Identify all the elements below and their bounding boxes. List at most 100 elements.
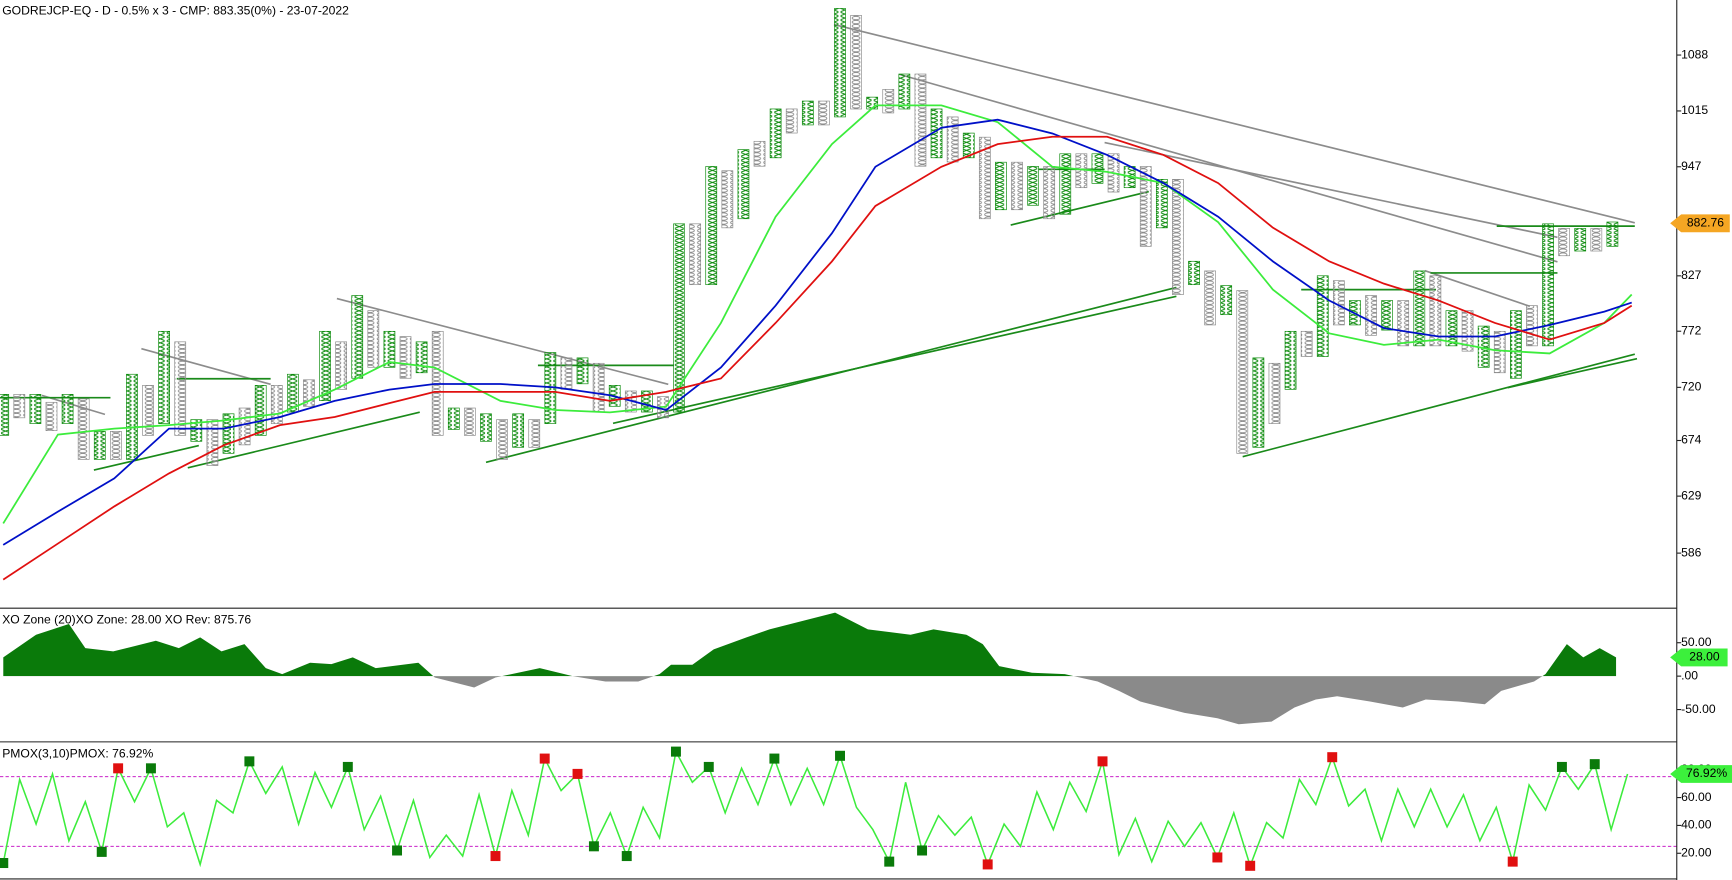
signal-marker — [145, 763, 156, 774]
o-column — [753, 140, 766, 167]
signal-marker — [884, 856, 895, 867]
y-tick-label: 720 — [1681, 380, 1701, 394]
panel-title: GODREJCP-EQ - D - 0.5% x 3 - CMP: 883.35… — [2, 3, 349, 17]
plots: GODREJCP-EQ - D - 0.5% x 3 - CMP: 883.35… — [0, 3, 1716, 871]
signal-marker — [1327, 752, 1338, 763]
o-column — [592, 362, 605, 413]
signal-marker — [1245, 860, 1256, 871]
y-tick-label: 947 — [1681, 159, 1701, 173]
panel-title: XO Zone (20)XO Zone: 28.00 XO Rev: 875.7… — [2, 613, 251, 627]
o-column — [367, 310, 380, 368]
y-tick-label: .00 — [1681, 668, 1698, 682]
signal-marker — [96, 846, 107, 857]
o-column — [464, 407, 476, 436]
x-column — [126, 373, 138, 460]
o-column — [785, 108, 798, 134]
frame — [0, 0, 1678, 880]
x-column — [1381, 300, 1393, 331]
x-column — [1155, 179, 1168, 229]
o-column — [174, 341, 187, 436]
x-column — [254, 385, 267, 436]
signal-marker — [244, 756, 255, 767]
value-tag — [1670, 648, 1728, 667]
o-column — [689, 223, 702, 286]
x-column — [1252, 357, 1265, 448]
value-tag-label: 28.00 — [1689, 650, 1720, 664]
x-column — [0, 394, 10, 436]
o-column — [1268, 362, 1281, 424]
x-column — [1188, 260, 1200, 286]
panel-area: XO Zone (20)XO Zone: 28.00 XO Rev: 875.7… — [2, 613, 1716, 725]
moving-average — [2, 104, 1633, 524]
signal-marker — [342, 761, 353, 772]
x-column — [351, 295, 364, 379]
y-tick-label: 50.00 — [1681, 635, 1712, 649]
signal-marker — [572, 768, 583, 779]
y-tick-label: -50.00 — [1681, 702, 1716, 716]
o-column — [882, 89, 895, 114]
y-tick-label: 827 — [1681, 268, 1701, 282]
x-column — [834, 8, 846, 118]
x-column — [1220, 285, 1233, 316]
x-column — [801, 100, 814, 126]
o-column — [1429, 275, 1442, 347]
o-column — [1236, 290, 1249, 454]
positive-area — [3, 612, 1617, 677]
o-column — [1526, 305, 1538, 347]
o-column — [1204, 270, 1216, 326]
x-column — [769, 108, 782, 159]
x-column — [1542, 223, 1554, 347]
o-column — [1397, 300, 1410, 347]
o-column — [1075, 153, 1088, 189]
o-column — [45, 401, 58, 431]
o-column — [77, 398, 90, 460]
signal-marker — [392, 845, 403, 856]
o-column — [1172, 179, 1184, 295]
x-column — [93, 431, 106, 460]
o-column — [335, 341, 348, 390]
o-column — [1365, 295, 1377, 336]
signal-marker — [917, 845, 928, 856]
o-column — [1590, 228, 1603, 252]
x-column — [1509, 310, 1522, 379]
value-tag-label: 882.76 — [1687, 215, 1724, 229]
o-column — [238, 407, 251, 446]
y-tick-label: 60.00 — [1681, 790, 1712, 804]
x-column — [576, 357, 589, 385]
signal-marker — [539, 753, 550, 764]
y-tick-label: 40.00 — [1681, 818, 1712, 832]
x-column — [158, 330, 170, 424]
o-column — [303, 379, 315, 407]
o-column — [110, 431, 122, 460]
o-column — [1043, 166, 1056, 220]
o-column — [142, 385, 154, 436]
panel-line: PMOX(3,10)PMOX: 76.92%80.0060.0040.0020.… — [0, 746, 1712, 871]
signal-marker — [1507, 856, 1518, 867]
signal-marker — [670, 746, 681, 757]
signal-marker — [1589, 759, 1600, 770]
o-column — [496, 419, 508, 460]
x-column — [737, 149, 750, 220]
x-column — [1316, 275, 1329, 357]
x-column — [480, 413, 492, 442]
x-column — [995, 161, 1007, 211]
panel-pnf: GODREJCP-EQ - D - 0.5% x 3 - CMP: 883.35… — [0, 3, 1708, 581]
o-column — [1300, 330, 1313, 357]
value-tag — [1670, 765, 1732, 783]
value-tag-label: 76.92% — [1686, 766, 1727, 780]
signal-marker — [835, 750, 845, 761]
o-column — [399, 336, 412, 379]
o-column — [946, 116, 959, 163]
x-column — [1413, 270, 1426, 347]
tags: 882.76 28.00 76.92% — [1670, 214, 1732, 783]
y-tick-label: 1015 — [1681, 103, 1708, 117]
o-column — [1461, 310, 1474, 352]
y-tick-label: 20.00 — [1681, 845, 1712, 859]
o-column — [978, 136, 991, 220]
signal-marker — [588, 841, 599, 852]
x-column — [1027, 166, 1039, 206]
y-tick-label: 1088 — [1681, 47, 1708, 61]
y-tick-label: 629 — [1681, 488, 1701, 502]
x-column — [898, 73, 911, 110]
